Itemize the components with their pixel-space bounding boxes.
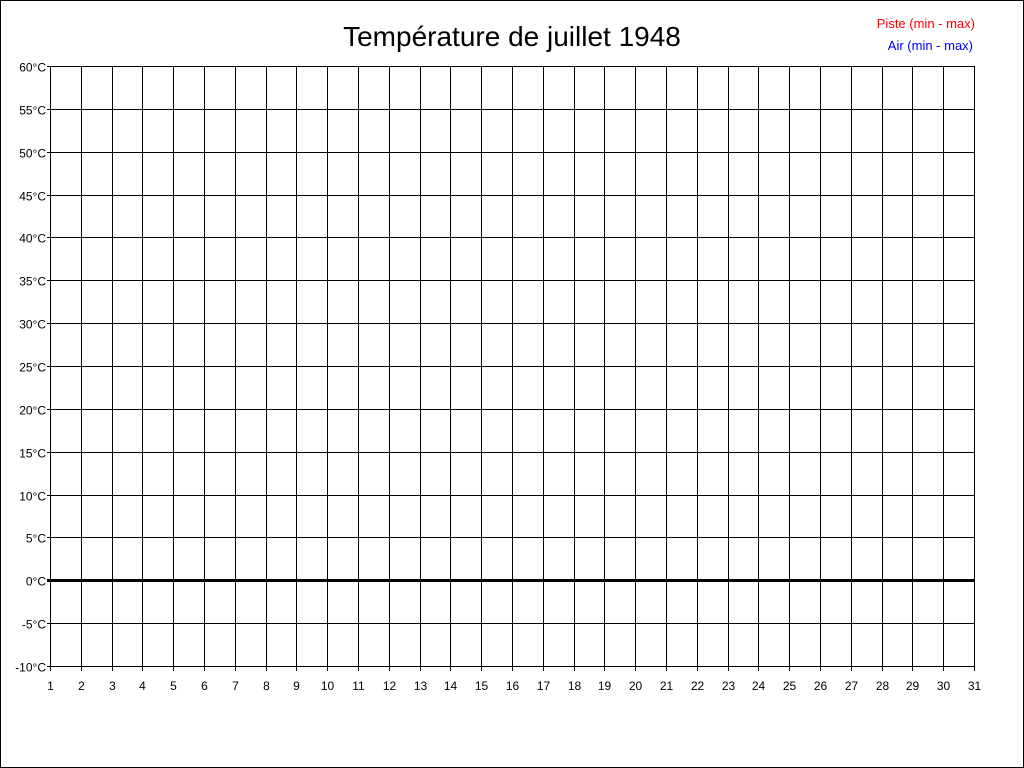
x-tick-label: 19 (598, 679, 612, 693)
x-tick-label: 30 (937, 679, 951, 693)
x-tick-label: 11 (352, 679, 365, 693)
x-tick-label: 8 (263, 679, 270, 693)
x-tick-label: 25 (783, 679, 797, 693)
y-tick-label: 15°C (19, 447, 46, 461)
y-tick-label: 50°C (19, 147, 46, 161)
x-tick-label: 28 (876, 679, 890, 693)
x-tick-label: 18 (568, 679, 582, 693)
y-tick-label: -10°C (15, 661, 46, 675)
x-tick-label: 14 (444, 679, 458, 693)
x-tick-label: 3 (109, 679, 116, 693)
x-tick-label: 9 (293, 679, 300, 693)
legend-entry-air: Air (min - max) (888, 38, 973, 53)
x-tick-label: 22 (691, 679, 705, 693)
x-tick-label: 31 (968, 679, 982, 693)
x-tick-label: 21 (660, 679, 674, 693)
y-tick-label: -5°C (22, 618, 46, 632)
x-tick-label: 10 (321, 679, 335, 693)
x-tick-label: 4 (139, 679, 146, 693)
x-tick-label: 5 (170, 679, 177, 693)
x-tick-label: 15 (475, 679, 489, 693)
x-tick-label: 24 (752, 679, 766, 693)
x-tick-label: 20 (629, 679, 643, 693)
x-tick-label: 29 (906, 679, 920, 693)
y-tick-label: 25°C (19, 361, 46, 375)
y-tick-label: 5°C (26, 532, 46, 546)
x-tick-label: 26 (814, 679, 828, 693)
y-tick-label: 30°C (19, 318, 46, 332)
y-tick-label: 40°C (19, 232, 46, 246)
chart-title: Température de juillet 1948 (343, 21, 681, 52)
x-tick-label: 2 (78, 679, 85, 693)
x-tick-label: 17 (537, 679, 551, 693)
x-tick-label: 6 (201, 679, 208, 693)
x-tick-label: 12 (383, 679, 397, 693)
x-tick-label: 16 (506, 679, 520, 693)
y-tick-label: 45°C (19, 190, 46, 204)
y-tick-label: 10°C (19, 490, 46, 504)
x-tick-label: 7 (232, 679, 239, 693)
x-tick-label: 1 (47, 679, 54, 693)
y-tick-label: 0°C (26, 575, 46, 589)
y-tick-label: 55°C (19, 104, 46, 118)
x-tick-label: 23 (722, 679, 736, 693)
x-tick-label: 13 (414, 679, 428, 693)
y-tick-label: 35°C (19, 275, 46, 289)
y-tick-label: 60°C (19, 61, 46, 75)
legend-entry-piste: Piste (min - max) (877, 16, 975, 31)
x-tick-label: 27 (845, 679, 859, 693)
y-tick-label: 20°C (19, 404, 46, 418)
